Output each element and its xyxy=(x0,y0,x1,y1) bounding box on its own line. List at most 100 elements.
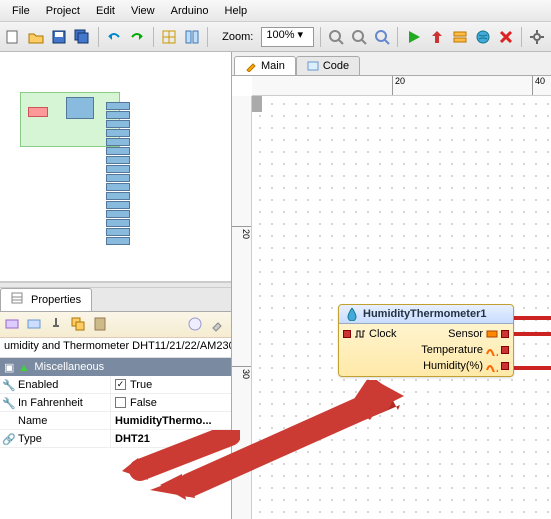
upload-button[interactable] xyxy=(427,26,446,48)
toolbar-separator xyxy=(397,27,398,47)
menu-project[interactable]: Project xyxy=(38,5,88,17)
properties-tab[interactable]: Properties xyxy=(0,288,92,311)
wire xyxy=(508,310,551,390)
canvas-wrap: 20 40 20 30 HumidityThermometer1 xyxy=(232,76,551,519)
open-button[interactable] xyxy=(27,26,46,48)
toolbar: Zoom: 100% ▾ xyxy=(0,22,551,52)
align-button[interactable] xyxy=(182,26,201,48)
run-button[interactable] xyxy=(404,26,423,48)
port-label: Clock xyxy=(369,328,397,340)
menu-help[interactable]: Help xyxy=(217,5,256,17)
node-body: Clock Sensor Temperature xyxy=(339,324,513,376)
help-icon[interactable] xyxy=(187,316,205,334)
property-value: False xyxy=(130,397,157,409)
design-pane: Main Code 20 40 20 30 xyxy=(232,52,551,519)
copy-icon[interactable] xyxy=(70,316,88,334)
section-label: Miscellaneous xyxy=(34,361,104,373)
code-icon xyxy=(307,60,319,72)
pencil-icon xyxy=(245,60,257,72)
properties-grid: 🔧Enabled ✓True 🔧In Fahrenheit False Name… xyxy=(0,376,231,448)
wrench-icon: 🔧 xyxy=(2,397,14,409)
zoom-out-button[interactable] xyxy=(350,26,369,48)
clock-signal-icon xyxy=(354,328,366,340)
overview-node-stack xyxy=(106,102,130,246)
toolbar-separator xyxy=(521,27,522,47)
tab-label: Main xyxy=(261,60,285,72)
design-tabstrip: Main Code xyxy=(232,52,551,76)
checkbox[interactable] xyxy=(115,397,126,408)
wrench-icon: 🔧 xyxy=(2,379,14,391)
property-row-enabled[interactable]: 🔧Enabled ✓True xyxy=(0,376,231,394)
properties-toolbar xyxy=(0,312,231,338)
properties-tab-label: Properties xyxy=(31,294,81,306)
port-label: Sensor xyxy=(448,328,483,340)
property-row-type[interactable]: 🔗 Type DHT21 xyxy=(0,430,231,448)
menu-bar: File Project Edit View Arduino Help xyxy=(0,0,551,22)
property-label: Type xyxy=(18,433,42,445)
save-all-button[interactable] xyxy=(73,26,92,48)
analog-icon xyxy=(486,360,498,372)
collapse-toggle-icon[interactable]: ▣ xyxy=(4,361,14,374)
pin-icon[interactable] xyxy=(48,316,66,334)
menu-arduino[interactable]: Arduino xyxy=(163,5,217,17)
ruler-vertical: 20 30 xyxy=(232,96,252,519)
properties-icon xyxy=(11,292,27,308)
toolbar-separator xyxy=(320,27,321,47)
tab-label: Code xyxy=(323,60,349,72)
redo-button[interactable] xyxy=(128,26,147,48)
pin-icon xyxy=(343,330,351,338)
collapse-icon[interactable] xyxy=(26,316,44,334)
category-icon xyxy=(18,361,30,373)
paste-icon[interactable] xyxy=(92,316,110,334)
zoom-in-button[interactable] xyxy=(327,26,346,48)
undo-button[interactable] xyxy=(105,26,124,48)
humidity-icon xyxy=(345,307,359,321)
tab-code[interactable]: Code xyxy=(296,56,360,75)
checkbox[interactable]: ✓ xyxy=(115,379,126,390)
pin-icon xyxy=(501,330,509,338)
property-row-name[interactable]: Name HumidityThermo... xyxy=(0,412,231,430)
port-label: Humidity(%) xyxy=(423,360,483,372)
canvas-origin-marker xyxy=(252,96,262,112)
tab-main[interactable]: Main xyxy=(234,56,296,75)
zoom-select[interactable]: 100% ▾ xyxy=(261,27,313,47)
ruler-horizontal: 20 40 xyxy=(252,76,551,96)
grid-button[interactable] xyxy=(159,26,178,48)
new-button[interactable] xyxy=(4,26,23,48)
delete-button[interactable] xyxy=(496,26,515,48)
port-label: Temperature xyxy=(421,344,483,356)
menu-edit[interactable]: Edit xyxy=(88,5,123,17)
menu-file[interactable]: File xyxy=(4,5,38,17)
output-port-sensor[interactable]: Sensor xyxy=(448,328,509,340)
zoom-fit-button[interactable] xyxy=(373,26,392,48)
menu-view[interactable]: View xyxy=(123,5,163,17)
ruler-tick: 20 xyxy=(232,226,251,239)
link-icon: 🔗 xyxy=(2,433,14,445)
property-value: True xyxy=(130,379,152,391)
zoom-label: Zoom: xyxy=(222,31,253,43)
input-port-clock[interactable]: Clock xyxy=(343,328,397,340)
property-row-fahrenheit[interactable]: 🔧 In Fahrenheit False xyxy=(0,394,231,412)
output-port-humidity[interactable]: Humidity(%) xyxy=(423,360,509,372)
properties-tabstrip: Properties xyxy=(0,288,231,312)
ruler-tick: 30 xyxy=(232,366,251,379)
toolbar-separator xyxy=(153,27,154,47)
property-label: In Fahrenheit xyxy=(18,397,83,409)
pin-icon xyxy=(501,346,509,354)
output-port-temperature[interactable]: Temperature xyxy=(421,344,509,356)
globe-button[interactable] xyxy=(473,26,492,48)
property-label: Name xyxy=(18,415,47,427)
design-canvas[interactable]: HumidityThermometer1 Clock Sensor xyxy=(252,96,551,519)
save-button[interactable] xyxy=(50,26,69,48)
toolbar-separator xyxy=(98,27,99,47)
expand-icon[interactable] xyxy=(4,316,22,334)
settings-button[interactable] xyxy=(528,26,547,48)
overview-panel[interactable] xyxy=(0,52,231,282)
component-node-humidity-thermometer[interactable]: HumidityThermometer1 Clock Sensor xyxy=(338,304,514,377)
properties-section-header[interactable]: ▣ Miscellaneous xyxy=(0,358,231,376)
wrench-icon[interactable] xyxy=(209,316,227,334)
layers-button[interactable] xyxy=(450,26,469,48)
property-value: DHT21 xyxy=(115,433,150,445)
property-value: HumidityThermo... xyxy=(115,415,212,427)
toolbar-separator xyxy=(207,27,208,47)
